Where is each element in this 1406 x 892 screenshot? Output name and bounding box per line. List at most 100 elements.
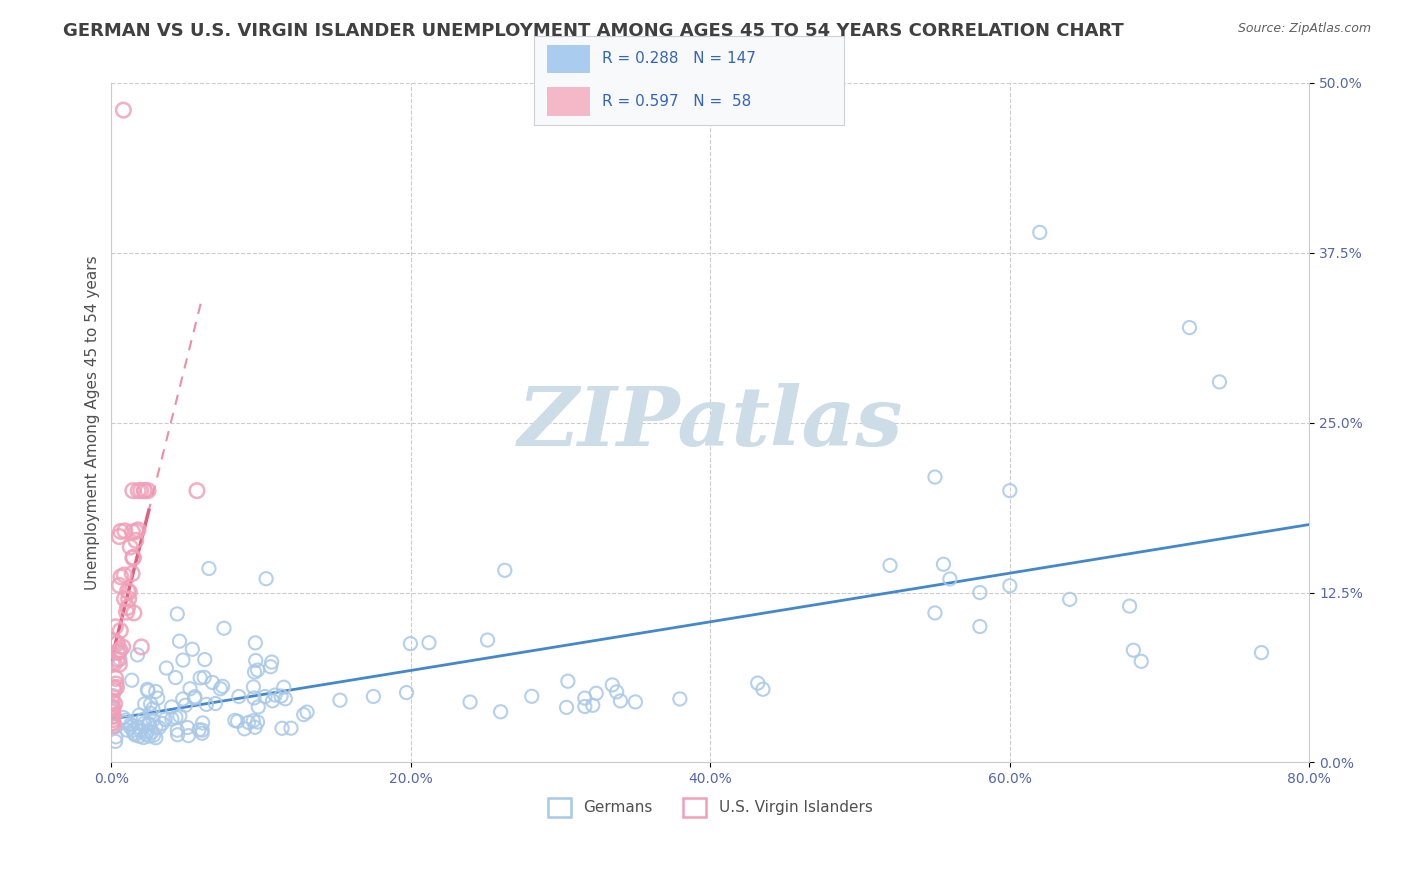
- Point: [254, 572, 277, 586]
- Point: [274, 691, 297, 706]
- Point: [103, 708, 125, 723]
- Point: [242, 714, 264, 728]
- Point: [271, 721, 294, 735]
- Point: [103, 634, 125, 648]
- Point: [669, 692, 692, 706]
- Point: [117, 600, 139, 615]
- Point: [120, 540, 142, 554]
- Point: [879, 558, 901, 573]
- Point: [134, 716, 156, 731]
- Point: [574, 699, 596, 714]
- Point: [295, 705, 318, 719]
- Point: [101, 701, 124, 715]
- Point: [212, 621, 235, 635]
- Point: [127, 648, 149, 662]
- Point: [624, 695, 647, 709]
- Point: [101, 703, 124, 717]
- Point: [204, 697, 226, 711]
- Point: [104, 730, 127, 744]
- Point: [128, 720, 150, 734]
- Point: [117, 583, 139, 598]
- Point: [557, 674, 579, 689]
- Point: [998, 579, 1021, 593]
- Point: [101, 719, 124, 733]
- Point: [127, 483, 149, 498]
- Point: [136, 682, 159, 697]
- Point: [292, 707, 315, 722]
- Y-axis label: Unemployment Among Ages 45 to 54 years: Unemployment Among Ages 45 to 54 years: [86, 255, 100, 590]
- Text: R = 0.288   N = 147: R = 0.288 N = 147: [602, 52, 756, 66]
- Point: [600, 678, 623, 692]
- Point: [228, 690, 250, 704]
- Point: [115, 723, 138, 738]
- Text: GERMAN VS U.S. VIRGIN ISLANDER UNEMPLOYMENT AMONG AGES 45 TO 54 YEARS CORRELATIO: GERMAN VS U.S. VIRGIN ISLANDER UNEMPLOYM…: [63, 22, 1123, 40]
- Point: [118, 585, 141, 599]
- Point: [120, 720, 142, 734]
- Point: [105, 636, 128, 650]
- Point: [243, 690, 266, 705]
- Point: [108, 529, 131, 543]
- Point: [243, 665, 266, 679]
- Point: [243, 720, 266, 734]
- Point: [932, 558, 955, 572]
- Point: [120, 717, 142, 731]
- Point: [115, 605, 138, 619]
- Point: [136, 683, 159, 698]
- Point: [242, 680, 264, 694]
- Point: [101, 700, 124, 714]
- Point: [110, 524, 132, 539]
- Point: [112, 568, 135, 582]
- Point: [165, 671, 187, 685]
- Point: [148, 721, 170, 735]
- Point: [101, 689, 124, 703]
- Point: [105, 635, 128, 649]
- Point: [122, 726, 145, 740]
- Point: [198, 561, 221, 575]
- Point: [104, 697, 127, 711]
- Point: [142, 713, 165, 727]
- Point: [125, 524, 148, 539]
- Point: [114, 591, 136, 606]
- Point: [121, 566, 143, 581]
- Point: [186, 483, 208, 498]
- Point: [146, 691, 169, 706]
- Point: [122, 550, 145, 565]
- Point: [104, 672, 127, 686]
- Point: [114, 715, 136, 730]
- FancyBboxPatch shape: [547, 87, 591, 116]
- Point: [103, 681, 125, 695]
- Point: [193, 670, 215, 684]
- Point: [118, 591, 141, 606]
- Point: [939, 572, 962, 586]
- Point: [108, 645, 131, 659]
- Point: [489, 705, 512, 719]
- Point: [246, 663, 269, 677]
- Point: [260, 655, 283, 669]
- Point: [166, 723, 188, 738]
- Point: [201, 675, 224, 690]
- Point: [211, 679, 233, 693]
- Point: [165, 710, 187, 724]
- Point: [177, 729, 200, 743]
- Point: [132, 712, 155, 726]
- Point: [1130, 654, 1153, 668]
- Point: [128, 729, 150, 743]
- FancyBboxPatch shape: [547, 45, 591, 73]
- Point: [280, 721, 302, 735]
- Point: [1118, 599, 1140, 614]
- Point: [101, 709, 124, 723]
- Point: [191, 726, 214, 740]
- Point: [145, 731, 167, 745]
- Point: [606, 685, 628, 699]
- Point: [172, 692, 194, 706]
- Point: [253, 690, 276, 704]
- Point: [136, 483, 159, 498]
- Point: [129, 723, 152, 738]
- Point: [166, 607, 188, 621]
- Point: [188, 723, 211, 737]
- Point: [747, 676, 769, 690]
- Point: [458, 695, 481, 709]
- Point: [105, 719, 128, 733]
- Point: [103, 683, 125, 698]
- Point: [114, 524, 136, 538]
